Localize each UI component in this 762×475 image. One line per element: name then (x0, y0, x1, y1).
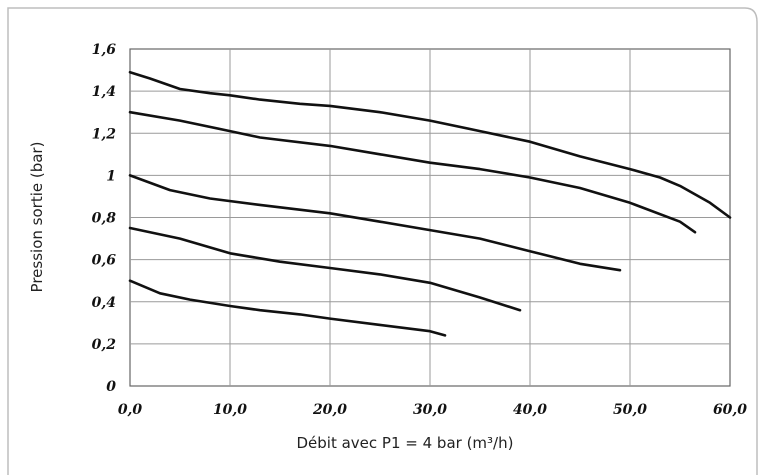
y-tick-label: 1,6 (92, 42, 117, 58)
y-axis-title: Pression sortie (bar) (28, 142, 46, 293)
x-tick-label: 30,0 (413, 402, 447, 418)
frame-border (7, 7, 758, 475)
series-line-4 (128, 226, 522, 312)
x-axis-title: Débit avec P1 = 4 bar (m³/h) (297, 434, 514, 452)
y-tick-label: 1 (106, 168, 116, 184)
x-tick-label: 0,0 (118, 402, 143, 418)
x-tick-label: 10,0 (213, 402, 247, 418)
y-tick-label: 0,2 (92, 337, 117, 353)
y-tick-label: 0 (106, 379, 116, 395)
x-tick-label: 20,0 (312, 402, 347, 418)
grid (130, 49, 730, 386)
series-line-3 (128, 174, 622, 272)
x-tick-label: 40,0 (513, 402, 547, 418)
y-tick-label: 0,6 (92, 253, 117, 269)
x-tick-labels: 0,0 10,0 20,0 30,0 40,0 50,0 60,0 (118, 402, 747, 418)
x-tick-label: 50,0 (613, 402, 647, 418)
y-tick-label: 1,2 (92, 126, 117, 142)
series-line-1 (128, 70, 732, 219)
series-lines (128, 70, 732, 337)
y-tick-label: 1,4 (92, 84, 116, 100)
y-tick-labels: 0 0,2 0,4 0,6 0,8 1 1,2 1,4 1,6 (92, 42, 117, 395)
x-tick-label: 60,0 (713, 402, 747, 418)
series-line-5 (128, 279, 447, 337)
y-tick-label: 0,4 (92, 295, 116, 311)
y-tick-label: 0,8 (92, 211, 117, 227)
series-line-2 (128, 110, 697, 234)
